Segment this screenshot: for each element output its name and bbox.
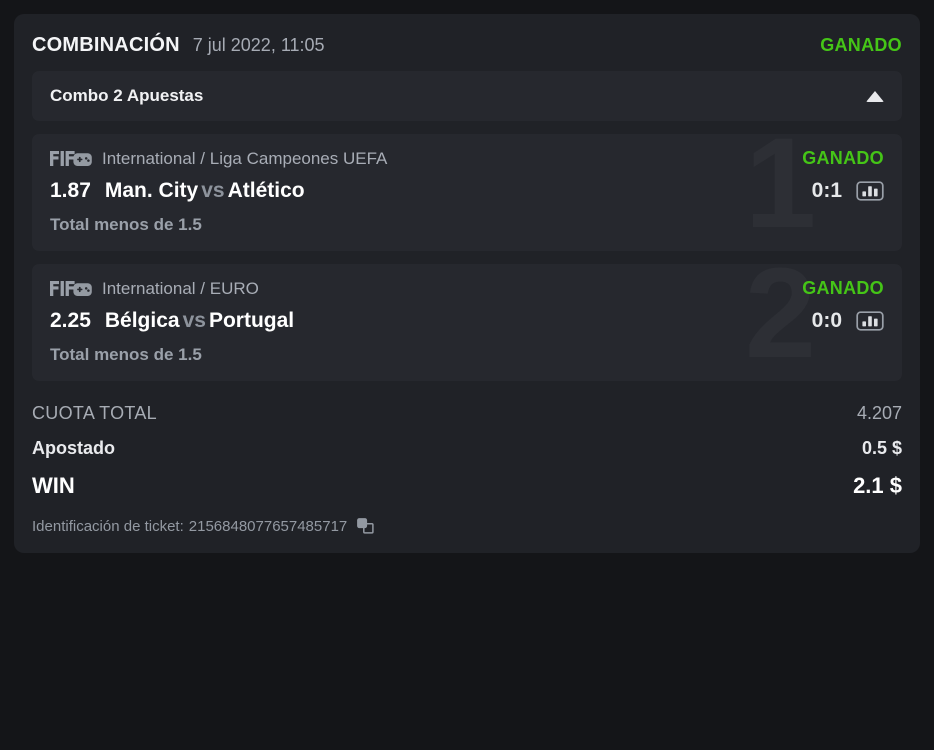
fifa-esports-icon: [50, 280, 92, 296]
bet-match-line: 1.87 Man. City vs Atlético 0:1: [50, 179, 884, 203]
caret-up-icon[interactable]: [866, 90, 884, 102]
vs-separator: vs: [182, 309, 206, 332]
bet-league: International / Liga Campeones UEFA: [102, 148, 388, 168]
bet-status-badge: GANADO: [802, 148, 884, 168]
bet-odds: 2.25: [50, 309, 91, 332]
copy-icon[interactable]: [356, 517, 374, 535]
bet-row[interactable]: 1: [32, 134, 902, 251]
win-label: WIN: [32, 473, 75, 498]
total-odds-row: CUOTA TOTAL 4.207: [32, 381, 902, 424]
bet-league: International / EURO: [102, 278, 259, 298]
stake-row: Apostado 0.5 $: [32, 424, 902, 459]
bets-list: 1: [14, 134, 920, 381]
total-odds-value: 4.207: [856, 403, 902, 423]
bet-status-badge: GANADO: [802, 278, 884, 298]
bet-ticket-card: COMBINACIÓN 7 jul 2022, 11:05 GANADO Com…: [14, 14, 920, 553]
win-row: WIN 2.1 $: [32, 459, 902, 499]
bar-chart-icon[interactable]: [856, 309, 884, 333]
bet-score: 0:1: [811, 179, 842, 202]
ticket-header: COMBINACIÓN 7 jul 2022, 11:05 GANADO: [14, 14, 920, 71]
bet-market: Total menos de 1.5: [50, 345, 202, 364]
bet-odds: 1.87: [50, 179, 91, 202]
ticket-id-value: 2156848077657485717: [188, 517, 348, 535]
bet-row[interactable]: 2: [32, 264, 902, 381]
bet-match-line: 2.25 Bélgica vs Portugal 0:0: [50, 309, 884, 333]
ticket-id-row: Identificación de ticket: 21568480776574…: [32, 499, 902, 535]
bet-league-line: International / Liga Campeones UEFA GANA…: [50, 148, 884, 169]
ticket-id-label: Identificación de ticket:: [32, 517, 184, 535]
ticket-summary: CUOTA TOTAL 4.207 Apostado 0.5 $ WIN 2.1…: [14, 381, 920, 535]
bet-teams: Bélgica vs Portugal: [105, 309, 294, 333]
stake-label: Apostado: [32, 438, 115, 458]
team-home: Man. City: [104, 179, 199, 202]
vs-separator: vs: [201, 179, 225, 202]
total-odds-label: CUOTA TOTAL: [32, 403, 157, 423]
combo-toggle-bar[interactable]: Combo 2 Apuestas: [32, 71, 902, 121]
team-home: Bélgica: [104, 309, 180, 332]
team-away: Atlético: [227, 179, 305, 202]
bet-score: 0:0: [811, 309, 842, 332]
bet-market: Total menos de 1.5: [50, 215, 202, 234]
win-value: 2.1 $: [853, 473, 902, 498]
ticket-date: 7 jul 2022, 11:05: [192, 35, 325, 55]
page-title: COMBINACIÓN: [32, 34, 180, 56]
bet-league-line: International / EURO GANADO: [50, 278, 884, 299]
stake-value: 0.5 $: [861, 438, 902, 458]
ticket-status-badge: GANADO: [820, 35, 902, 55]
fifa-esports-icon: [50, 150, 92, 166]
combo-label: Combo 2 Apuestas: [50, 86, 204, 105]
bet-teams: Man. City vs Atlético: [105, 179, 305, 203]
bar-chart-icon[interactable]: [856, 179, 884, 203]
team-away: Portugal: [208, 309, 295, 332]
